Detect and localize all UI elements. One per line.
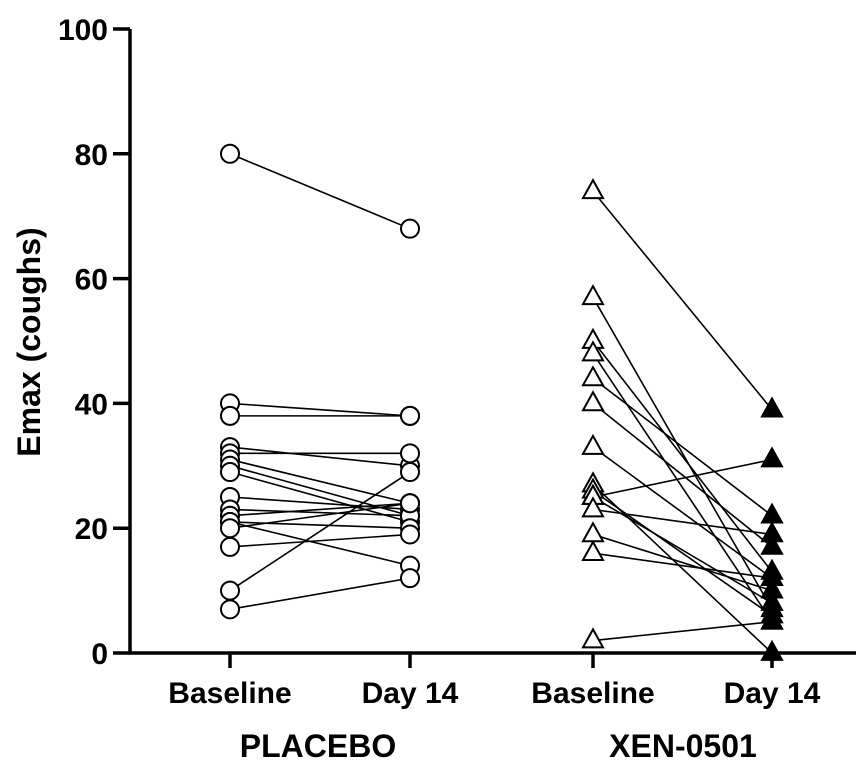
point-open-circle (400, 493, 420, 514)
pair-lines (229, 153, 773, 654)
y-axis: 0 20 40 60 80 100 (58, 14, 132, 671)
y-tick-label: 0 (91, 638, 108, 671)
point-open-triangle (581, 433, 605, 455)
x-tick-label: Day 14 (724, 677, 821, 710)
point-filled-triangle (760, 639, 784, 661)
point-open-triangle (581, 340, 605, 362)
point-open-circle (220, 599, 240, 620)
pair-line (229, 508, 411, 517)
x-ticks: Baseline Day 14 Baseline Day 14 (168, 653, 821, 710)
pair-line (592, 508, 773, 536)
pair-line (592, 552, 773, 579)
pair-line (229, 446, 411, 467)
point-open-triangle (581, 365, 605, 387)
point-open-triangle (581, 284, 605, 306)
point-open-circle (220, 536, 240, 557)
point-open-circle (220, 518, 240, 539)
pair-line (592, 621, 773, 642)
y-tick-label: 40 (75, 388, 108, 421)
point-open-circle (220, 580, 240, 601)
point-filled-triangle (760, 521, 784, 543)
pair-line (592, 490, 773, 617)
x-axis: Baseline Day 14 Baseline Day 14 (128, 651, 856, 710)
pair-line (229, 502, 411, 517)
point-filled-triangle (760, 396, 784, 418)
point-open-circle (400, 524, 420, 545)
pair-line (592, 353, 773, 623)
point-open-circle (400, 218, 420, 239)
point-open-triangle (581, 539, 605, 561)
pair-line (592, 377, 773, 517)
point-open-circle (400, 405, 420, 426)
pair-line (229, 533, 411, 548)
pair-line (592, 296, 773, 610)
x-tick-label: Baseline (168, 677, 291, 710)
point-open-circle (220, 405, 240, 426)
pair-line (592, 496, 773, 604)
pair-line (229, 521, 411, 567)
point-open-triangle (581, 627, 605, 649)
group-label: XEN-0501 (609, 728, 757, 764)
x-tick-label: Day 14 (362, 677, 459, 710)
pair-line (229, 153, 411, 230)
pair-line (229, 521, 411, 529)
pair-line (592, 340, 773, 573)
pair-line (592, 190, 773, 411)
y-axis-label: Emax (coughs) (11, 227, 47, 456)
pair-line (229, 471, 411, 523)
point-open-triangle (581, 390, 605, 412)
y-ticks: 0 20 40 60 80 100 (58, 14, 130, 671)
pair-line (592, 533, 773, 592)
point-filled-triangle (760, 564, 784, 586)
point-open-triangle (581, 496, 605, 518)
x-tick-label: Baseline (531, 677, 654, 710)
point-open-circle (400, 568, 420, 589)
y-tick-label: 60 (75, 264, 108, 297)
pair-line (229, 402, 411, 417)
pair-line (229, 471, 411, 592)
point-open-triangle (581, 178, 605, 200)
point-filled-triangle (760, 533, 784, 555)
point-filled-triangle (760, 577, 784, 599)
point-open-circle (220, 462, 240, 483)
point-open-circle (220, 143, 240, 164)
pair-line (229, 577, 411, 611)
point-open-triangle (581, 521, 605, 543)
point-filled-triangle (760, 608, 784, 630)
point-filled-triangle (760, 446, 784, 468)
pair-line (592, 446, 773, 579)
group-labels: PLACEBO XEN-0501 (240, 728, 757, 764)
y-tick-label: 80 (75, 139, 108, 172)
group-label: PLACEBO (240, 728, 396, 764)
pair-line (229, 502, 411, 529)
point-open-circle (400, 443, 420, 464)
pair-line (592, 458, 773, 498)
point-open-circle (400, 462, 420, 483)
y-tick-label: 20 (75, 513, 108, 546)
point-filled-triangle (760, 502, 784, 524)
pair-line (229, 458, 411, 505)
pair-line (592, 402, 773, 548)
markers (220, 143, 784, 661)
y-tick-label: 100 (58, 14, 108, 47)
